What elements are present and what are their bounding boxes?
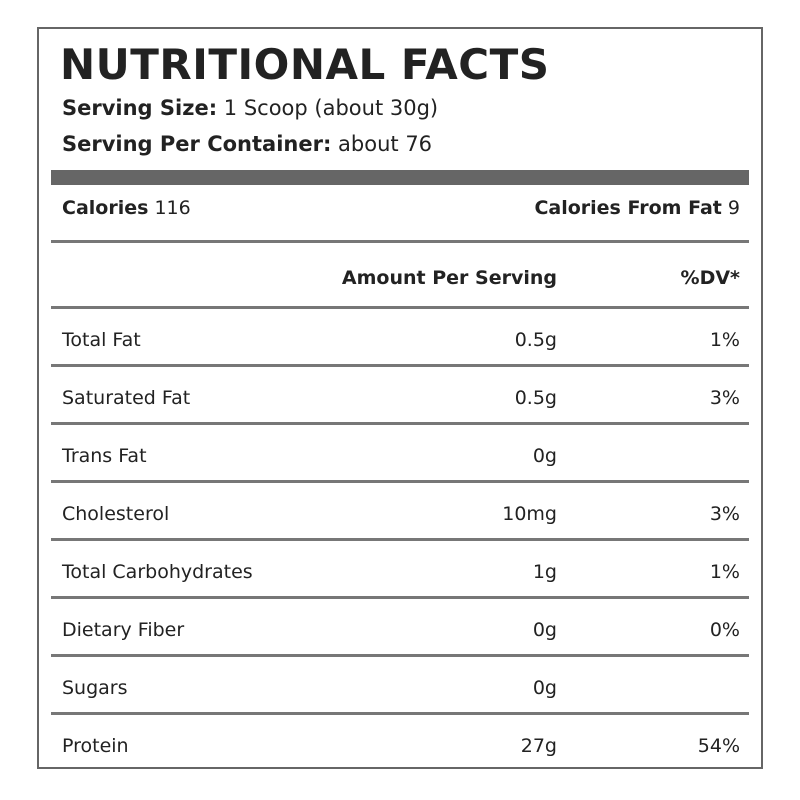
value: about 76 bbox=[338, 132, 433, 156]
row-amount: 0g bbox=[532, 619, 557, 641]
divider bbox=[51, 712, 749, 715]
divider bbox=[51, 306, 749, 309]
calories: Calories 116 bbox=[62, 196, 191, 220]
row-dv: 3% bbox=[709, 503, 740, 525]
row-amount: 0.5g bbox=[514, 329, 557, 351]
divider bbox=[51, 654, 749, 657]
label: Serving Size: bbox=[62, 96, 218, 120]
divider bbox=[51, 422, 749, 425]
row-name: Dietary Fiber bbox=[62, 619, 185, 641]
divider bbox=[51, 364, 749, 367]
label: Calories From Fat bbox=[534, 197, 722, 219]
value: 1 Scoop (about 30g) bbox=[223, 96, 439, 120]
divider bbox=[51, 538, 749, 541]
divider bbox=[51, 596, 749, 599]
row-amount: 0g bbox=[532, 677, 557, 699]
row-amount: 0g bbox=[532, 445, 557, 467]
servings-per-container: Serving Per Container: about 76 bbox=[62, 131, 432, 157]
row-dv: 3% bbox=[709, 387, 740, 409]
row-dv: 1% bbox=[709, 329, 740, 351]
row-name: Protein bbox=[62, 735, 129, 757]
divider bbox=[51, 480, 749, 483]
label: Calories bbox=[62, 197, 149, 219]
thick-bar bbox=[51, 170, 749, 185]
value: 116 bbox=[154, 197, 191, 219]
column-header: Amount Per Serving bbox=[341, 267, 557, 289]
row-amount: 0.5g bbox=[514, 387, 557, 409]
row-dv: 54% bbox=[697, 735, 740, 757]
label: Serving Per Container: bbox=[62, 132, 332, 156]
row-name: Sugars bbox=[62, 677, 128, 699]
calories-from-fat: Calories From Fat 9 bbox=[534, 196, 740, 220]
row-amount: 1g bbox=[532, 561, 557, 583]
value: 9 bbox=[727, 197, 740, 219]
column-header: %DV* bbox=[680, 267, 740, 289]
row-amount: 27g bbox=[520, 735, 557, 757]
row-dv: 0% bbox=[709, 619, 740, 641]
row-name: Saturated Fat bbox=[62, 387, 191, 409]
serving-size: Serving Size: 1 Scoop (about 30g) bbox=[62, 95, 438, 121]
row-dv: 1% bbox=[709, 561, 740, 583]
row-name: Cholesterol bbox=[62, 503, 170, 525]
title: NUTRITIONAL FACTS bbox=[60, 40, 550, 89]
row-amount: 10mg bbox=[502, 503, 557, 525]
row-name: Trans Fat bbox=[62, 445, 147, 467]
divider bbox=[51, 240, 749, 243]
row-name: Total Fat bbox=[62, 329, 141, 351]
row-name: Total Carbohydrates bbox=[62, 561, 253, 583]
nutrition-panel: NUTRITIONAL FACTS Serving Size: 1 Scoop … bbox=[37, 27, 763, 769]
